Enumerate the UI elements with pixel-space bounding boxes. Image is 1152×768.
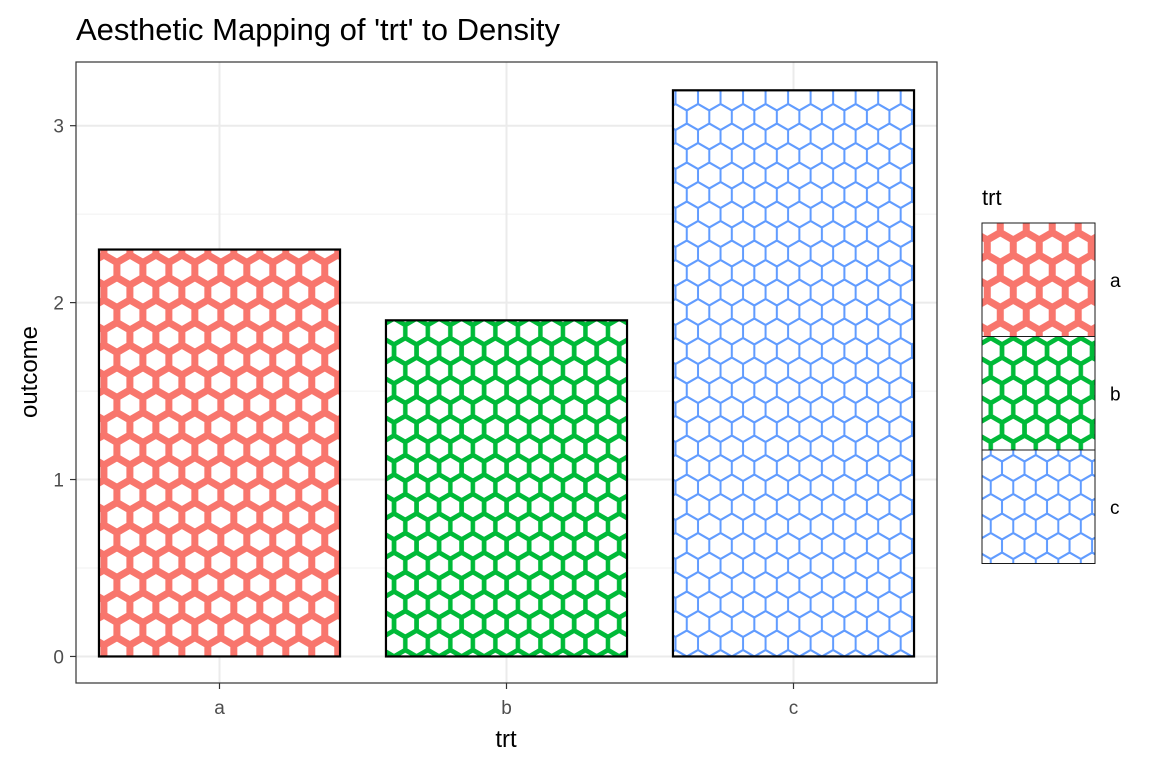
plot-panel: [75, 61, 938, 684]
bar-b: [384, 319, 629, 658]
bar-c: [671, 89, 916, 658]
x-tick-label: c: [789, 698, 799, 719]
x-axis-title: trt: [495, 726, 517, 753]
y-tick-label: 1: [53, 471, 64, 492]
legend-key-c: [981, 449, 1096, 564]
x-tick-label: b: [501, 698, 512, 719]
legend-label-c: c: [1110, 498, 1120, 519]
legend-key-b: [981, 336, 1096, 451]
legend-key-a: [981, 222, 1096, 337]
y-tick-label: 0: [53, 647, 64, 668]
y-tick-label: 3: [53, 117, 64, 138]
chart-title: Aesthetic Mapping of 'trt' to Density: [76, 12, 560, 47]
legend-label-a: a: [1110, 271, 1121, 292]
y-tick-label: 2: [53, 294, 64, 315]
legend-label-b: b: [1110, 384, 1121, 405]
legend-title: trt: [982, 185, 1002, 210]
x-tick-label: a: [214, 698, 225, 719]
y-axis-title: outcome: [16, 326, 43, 418]
bar-a: [97, 248, 342, 658]
legend: trt a b c: [981, 185, 1121, 564]
